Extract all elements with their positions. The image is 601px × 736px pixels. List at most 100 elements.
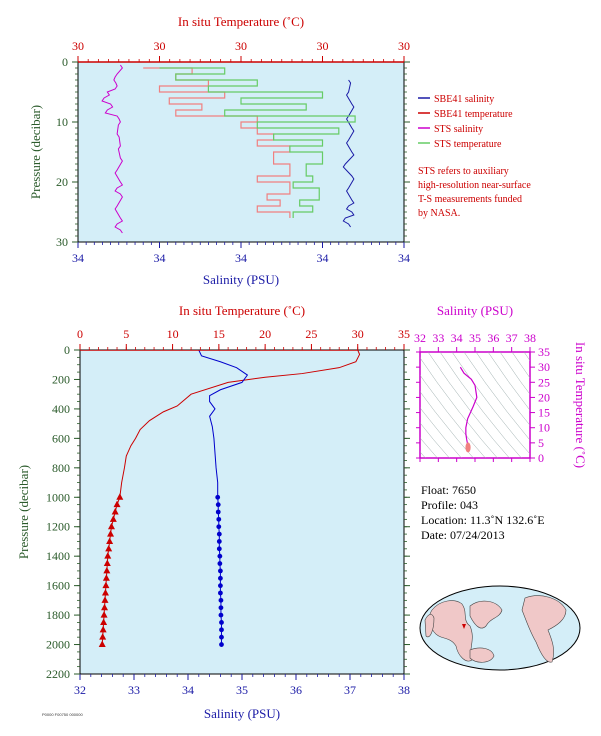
temperature-marker [103,559,111,567]
main-title: In situ Temperature (˚C) [179,303,305,318]
salinity-line [198,350,249,498]
density-contour [420,422,450,458]
top-chart: In situ Temperature (˚C) Pressure (decib… [28,14,410,287]
temperature-marker [116,493,124,500]
ts-temp-tick-label: 10 [538,421,550,435]
main-temp-tick-label: 20 [259,327,271,341]
main-y-label: Pressure (decibar) [16,465,31,559]
salinity-marker [218,575,223,581]
note-line: by NASA. [418,208,460,219]
temperature-marker [103,566,111,574]
top-title: In situ Temperature (˚C) [178,14,304,29]
main-sal-tick-label: 36 [290,683,302,697]
salinity-marker [219,627,224,633]
main-pressure-tick-label: 1600 [46,579,70,593]
legend: SBE41 salinity SBE41 temperature STS salin… [418,94,513,150]
salinity-marker [218,568,223,574]
temperature-marker [101,596,109,603]
ts-sal-tick-label: 33 [432,331,444,345]
main-pressure-tick-label: 1200 [46,520,70,534]
salinity-marker [217,561,223,566]
ts-temp-tick-label: 30 [538,360,550,374]
note-line: high-resolution near-surface [418,180,531,191]
top-plot-area [77,61,405,243]
ts-curve [459,366,478,453]
density-contour [420,391,474,458]
density-contour [420,437,438,458]
temperature-marker [106,537,114,544]
date: Date: 07/24/2013 [421,528,505,542]
map-land-africa [424,614,435,638]
float-marker-icon [462,624,466,629]
density-contour [420,357,498,458]
density-contour [451,352,530,455]
salinity-marker [218,605,224,611]
top-sal-tick-label: 34 [235,251,247,265]
float-info: Float: 7650 Profile: 043 Location: 11.3˚… [421,483,545,542]
main-chart: In situ Temperature (˚C) Pressure (decib… [16,303,410,721]
ts-curve-line [459,366,478,451]
main-pressure-ticks: 0 200 400 600 800 1000 1200 1400 1600 1800 2000 220… [46,343,410,681]
ts-sal-tick-label: 36 [487,331,499,345]
ts-temp-tick-label: 35 [538,345,550,359]
top-sal-tick-label: 34 [317,251,329,265]
main-pressure-tick-label: 2000 [46,638,70,652]
legend-label: SBE41 temperature [434,109,513,120]
map-land-east-asia [469,600,503,629]
salinity-marker [217,553,223,559]
main-sal-tick-label: 32 [74,683,86,697]
salinity-marker [218,597,224,603]
ts-sal-tick-label: 37 [506,331,518,345]
temperature-marker [100,618,108,625]
temperature-marker [105,544,113,552]
top-series-line [101,64,124,234]
main-pressure-tick-label: 600 [52,431,70,445]
top-pressure-tick-label: 20 [56,175,68,189]
profile-number: Profile: 043 [421,498,478,512]
top-sal-tick-label: 34 [398,251,410,265]
temperature-marker [98,640,106,648]
main-temp-tick-label: 15 [213,327,225,341]
temperature-line [119,350,361,498]
note-line: T-S measurements funded [418,194,522,205]
salinity-marker [215,494,221,500]
salinity-marker [218,612,224,618]
temperature-marker [113,500,121,508]
main-sal-tick-label: 37 [344,683,356,697]
top-series-line [159,67,356,218]
main-pressure-tick-label: 2200 [46,667,70,681]
density-contour [475,352,530,426]
salinity-marker [216,524,222,530]
main-series [80,350,361,648]
main-sal-tick-label: 33 [128,683,140,697]
temperature-marker [107,522,115,530]
ts-temp-tick-label: 0 [538,451,544,465]
temperature-marker [99,625,107,633]
temperature-marker [101,589,109,596]
temperature-marker [101,603,109,611]
world-map [419,585,581,671]
ts-title: Salinity (PSU) [437,303,513,318]
temperature-marker [111,508,119,515]
salinity-marker [216,516,222,522]
note-line: STS refers to auxiliary [418,166,509,177]
main-temp-tick-label: 35 [398,327,410,341]
ts-sal-tick-label: 35 [469,331,481,345]
ts-temp-tick-label: 20 [538,390,550,404]
salinity-marker [216,546,222,552]
main-plot-area [79,349,405,675]
top-series-line [342,79,355,228]
main-pressure-tick-label: 800 [52,461,70,475]
sts-note: STS refers to auxiliary high-resolution n… [418,166,531,219]
salinity-marker [215,502,221,508]
main-pressure-tick-label: 400 [52,402,70,416]
density-contour [420,451,426,458]
float-id: Float: 7650 [421,483,476,497]
ts-temp-tick-label: 5 [538,436,544,450]
ts-sal-tick-label: 38 [524,331,536,345]
top-temp-tick-label: 30 [398,39,410,53]
ts-sal-tick-label: 32 [414,331,426,345]
top-temp-tick-label: 30 [235,39,247,53]
density-contour [420,407,462,458]
